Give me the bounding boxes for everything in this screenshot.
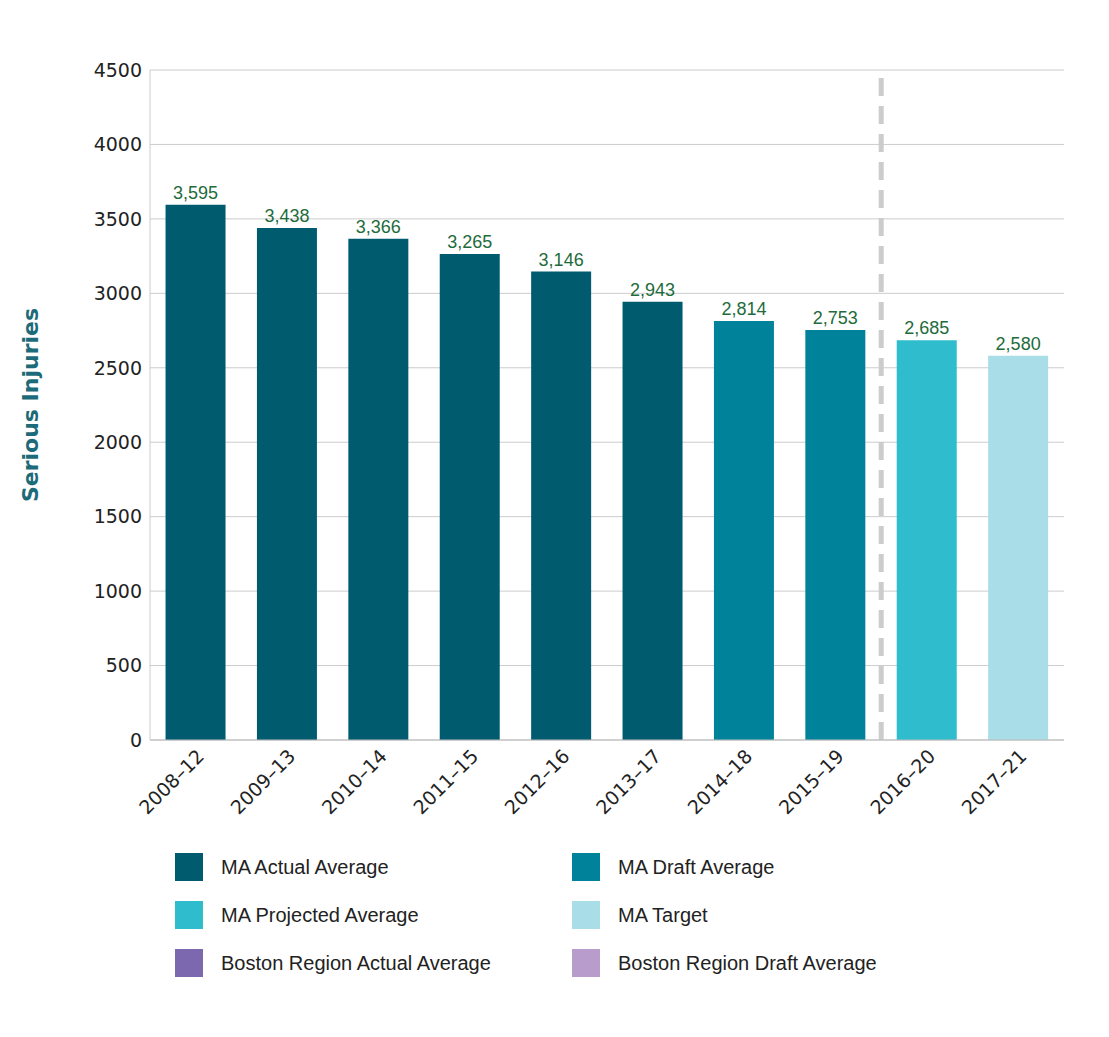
svg-text:2500: 2500	[94, 357, 142, 379]
svg-text:2016–20: 2016–20	[866, 745, 940, 819]
html-text:Boston Region Draft Average: Boston Region Draft Average	[618, 951, 877, 974]
svg-text:2,580: 2,580	[996, 334, 1041, 354]
svg-text:3,438: 3,438	[264, 206, 309, 226]
svg-text:1000: 1000	[94, 580, 142, 602]
svg-text:2017–21: 2017–21	[957, 745, 1031, 819]
svg-text:3000: 3000	[94, 282, 142, 304]
svg-text:3,366: 3,366	[356, 217, 401, 237]
svg-text:2012–16: 2012–16	[500, 745, 574, 819]
svg-text:2000: 2000	[94, 431, 142, 453]
html-text:MA Target: MA Target	[618, 903, 708, 926]
svg-text:3,146: 3,146	[539, 250, 584, 270]
svg-text:2008–12: 2008–12	[135, 745, 209, 819]
svg-text:4000: 4000	[94, 133, 142, 155]
svg-text:1500: 1500	[94, 505, 142, 527]
svg-text:500: 500	[106, 654, 142, 676]
svg-text:2015–19: 2015–19	[774, 745, 848, 819]
svg-text:Serious Injuries: Serious Injuries	[18, 308, 43, 502]
html-text:MA Draft Average: MA Draft Average	[618, 855, 775, 878]
html-text:MA Projected Average: MA Projected Average	[221, 903, 419, 926]
svg-text:2,814: 2,814	[721, 299, 766, 319]
svg-text:2010–14: 2010–14	[317, 745, 391, 819]
svg-text:2013–17: 2013–17	[592, 745, 666, 819]
svg-text:2,943: 2,943	[630, 280, 675, 300]
svg-text:4500: 4500	[94, 59, 142, 81]
svg-text:3500: 3500	[94, 208, 142, 230]
html-text:MA Actual Average: MA Actual Average	[221, 855, 389, 878]
svg-text:2,685: 2,685	[904, 318, 949, 338]
svg-text:0: 0	[130, 729, 142, 751]
svg-text:2011–15: 2011–15	[409, 745, 483, 819]
svg-text:2014–18: 2014–18	[683, 745, 757, 819]
svg-text:2,753: 2,753	[813, 308, 858, 328]
svg-text:2009–13: 2009–13	[226, 745, 300, 819]
svg-text:3,265: 3,265	[447, 232, 492, 252]
html-text:Boston Region Actual Average: Boston Region Actual Average	[221, 951, 491, 974]
svg-text:3,595: 3,595	[173, 183, 218, 203]
